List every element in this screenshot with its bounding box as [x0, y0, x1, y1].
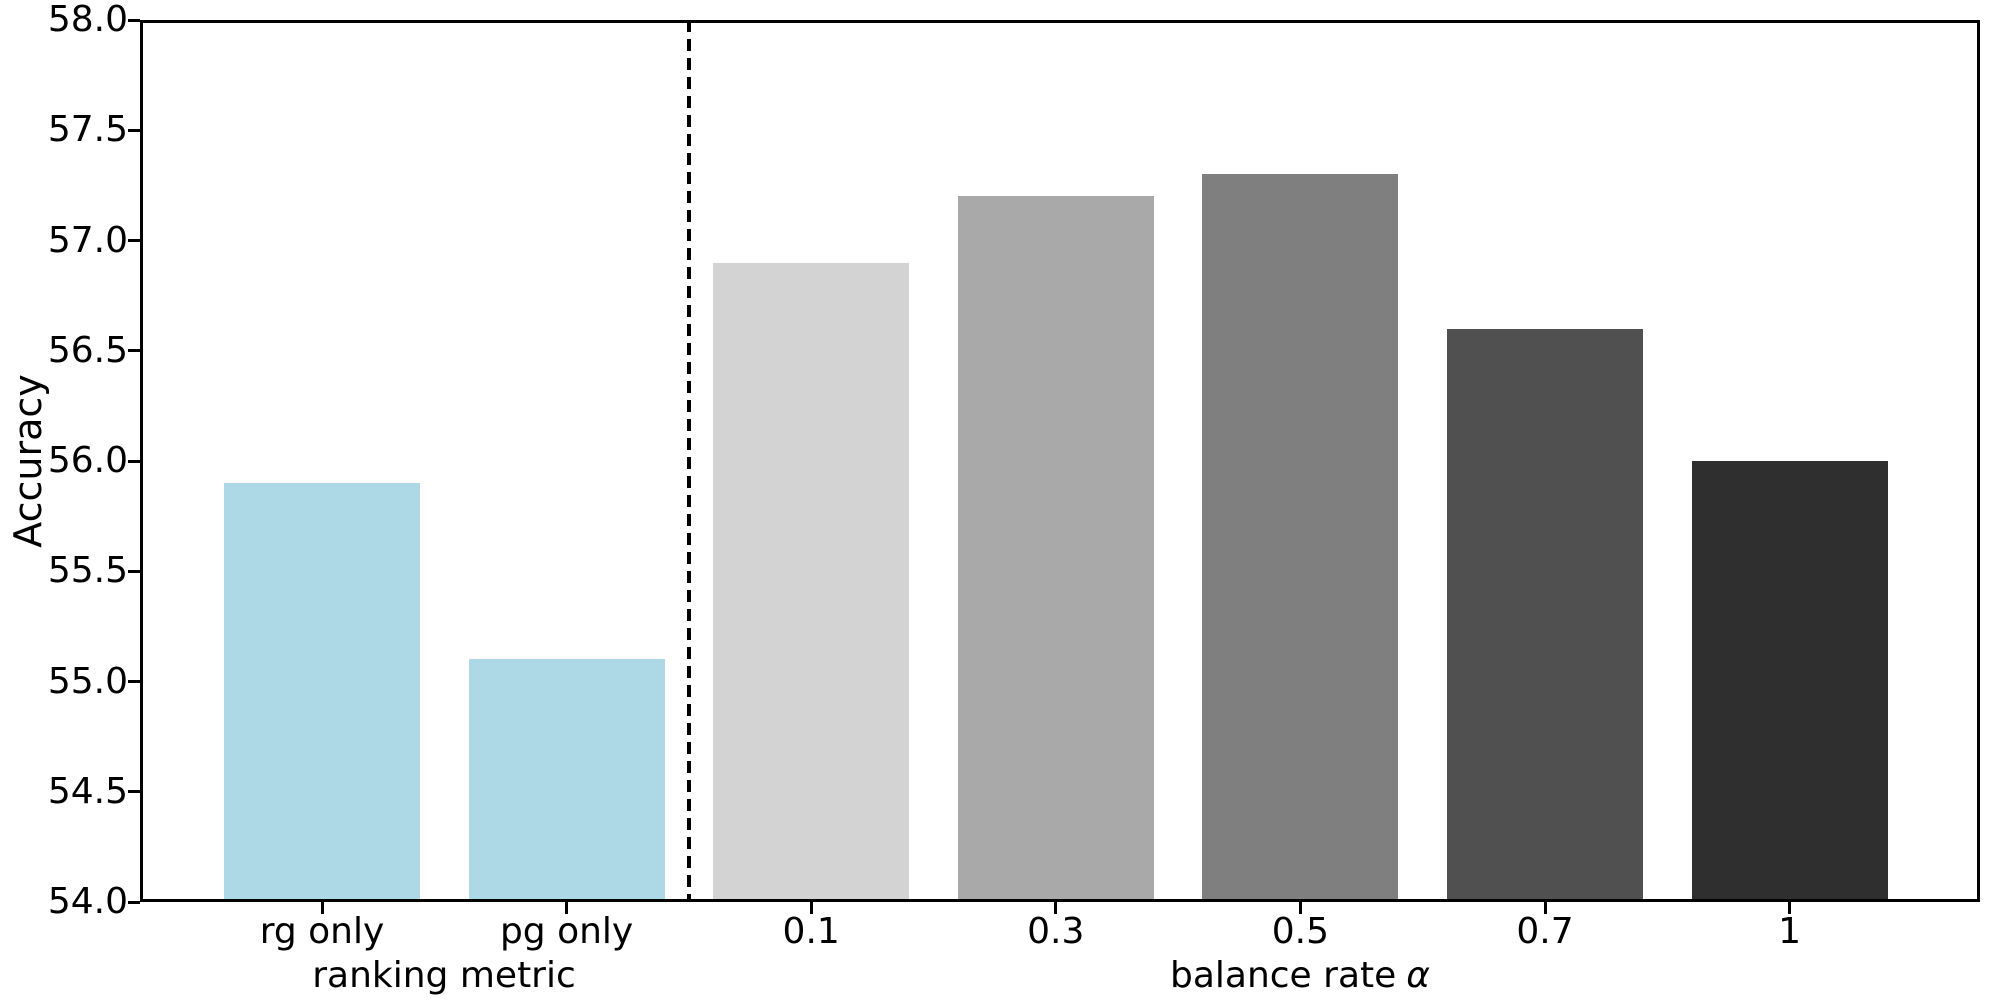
x-tick — [320, 902, 324, 914]
y-tick — [128, 18, 140, 22]
group-label-text: balance rate — [1169, 955, 1397, 996]
y-tick — [128, 569, 140, 573]
y-tick-label: 54.0 — [47, 881, 128, 922]
bar-rg-only — [224, 483, 420, 902]
x-tick — [565, 902, 569, 914]
bar-0-1 — [713, 262, 910, 902]
y-tick-label: 54.5 — [47, 770, 128, 812]
group-separator-dashed-line — [687, 20, 691, 902]
y-tick — [128, 128, 140, 132]
bar-0-7 — [1447, 328, 1643, 902]
y-tick-label: 58.0 — [47, 0, 128, 40]
x-tick-label: 0.7 — [1516, 911, 1574, 952]
y-tick-label: 55.5 — [47, 550, 128, 592]
y-tick-label: 57.0 — [47, 219, 128, 261]
x-axis-group-label-balance-rate-alpha: balance rate α — [1170, 954, 1430, 998]
bar-0-5 — [1202, 174, 1399, 902]
x-tick — [809, 902, 813, 914]
group-label-symbol: α — [1406, 955, 1431, 996]
y-tick — [128, 790, 140, 794]
y-tick-label: 57.5 — [47, 109, 128, 151]
x-tick — [1543, 902, 1547, 914]
group-label-text: ranking metric — [312, 955, 576, 996]
x-tick-label: 0.5 — [1271, 911, 1330, 952]
x-tick-label: 1 — [1778, 911, 1802, 952]
y-tick — [128, 459, 140, 463]
y-tick-label: 55.0 — [47, 660, 128, 702]
y-tick — [128, 680, 140, 683]
x-tick-label: rg only — [259, 911, 385, 952]
x-tick-label: 0.3 — [1027, 911, 1085, 952]
y-tick — [128, 900, 140, 904]
y-tick-label: 56.0 — [47, 440, 128, 481]
x-tick-label: pg only — [499, 911, 634, 952]
x-tick — [1054, 902, 1058, 914]
x-tick — [1298, 902, 1302, 914]
y-tick-label: 56.5 — [47, 329, 128, 371]
bar-0-3 — [957, 196, 1154, 902]
bar-pg-only — [468, 659, 665, 902]
x-tick-label: 0.1 — [782, 911, 840, 952]
y-tick — [128, 349, 140, 353]
bar-1 — [1691, 461, 1888, 902]
x-axis-group-label-ranking-metric: ranking metric — [312, 954, 576, 998]
y-tick — [128, 239, 140, 242]
x-tick — [1788, 902, 1792, 914]
